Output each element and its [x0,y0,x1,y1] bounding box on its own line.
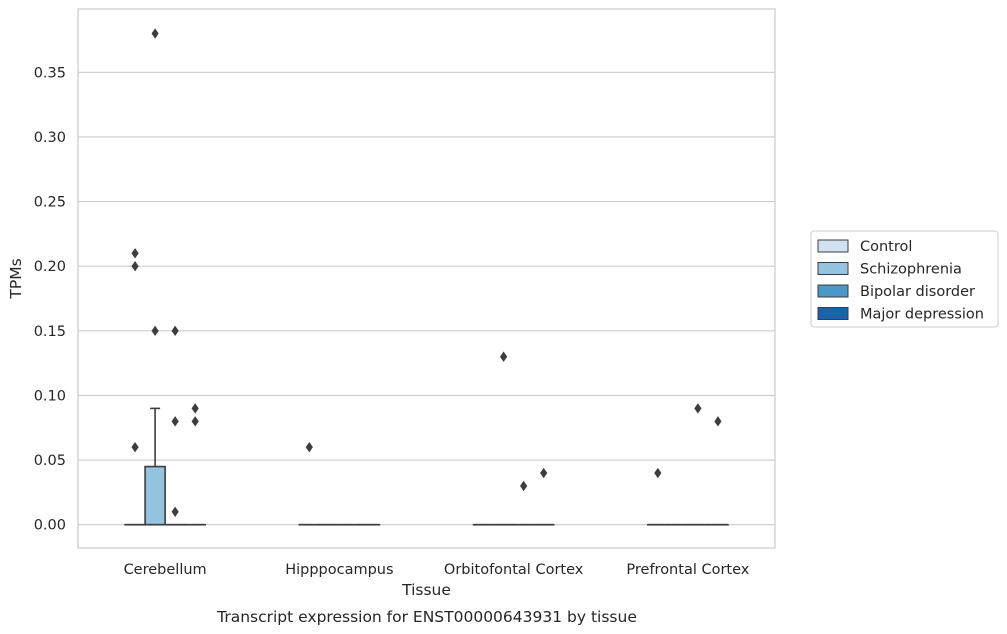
y-tick-label: 0.25 [34,195,66,211]
plot-frame [77,8,776,549]
outliers [131,28,722,518]
legend-item-bipolar-disorder: Bipolar disorder [817,284,975,300]
x-tick-label-orbitofontal-cortex: Orbitofontal Cortex [444,562,584,578]
legend-label: Control [860,239,912,255]
outlier-point [520,480,528,492]
outlier-point [500,351,508,362]
legend: Control Schizophrenia Bipolar disorder Majo… [810,230,999,328]
y-axis-title: TPMs [7,258,25,299]
y-tick-label: 0.10 [34,388,66,404]
y-tick-labels: 0.00 0.05 0.10 0.15 0.20 0.25 0.30 0.35 [34,65,66,533]
outlier-point [694,403,702,414]
legend-item-major-depression: Major depression [817,307,984,323]
outlier-point [151,325,159,337]
y-tick-label: 0.00 [34,518,66,534]
chart-caption: Transcript expression for ENST0000064393… [216,608,637,626]
outlier-point [191,416,199,427]
y-tick-label: 0.20 [34,259,66,275]
outlier-point [540,467,548,479]
legend-label: Major depression [860,307,984,323]
x-tick-label-prefrontal-cortex: Prefrontal Cortex [626,562,749,578]
legend-label: Bipolar disorder [860,284,975,300]
outlier-point [171,416,179,427]
gridlines [78,71,775,526]
outlier-point [305,441,313,453]
box-schizophrenia-cerebellum [144,407,166,526]
boxes [124,407,729,526]
legend-item-schizophrenia: Schizophrenia [817,262,962,278]
outlier-point [171,506,179,518]
x-tick-labels: Cerebellum Hipppocampus Orbitofontal Corte… [124,562,750,578]
legend-label: Schizophrenia [860,262,962,278]
y-tick-label: 0.35 [34,65,66,81]
outlier-point [131,441,139,453]
outlier-point [151,28,159,39]
outlier-point [654,467,662,479]
legend-swatch [817,262,849,275]
y-tick-label: 0.30 [34,130,66,146]
y-tick-label: 0.05 [34,453,66,469]
legend-frame [810,230,999,328]
legend-item-control: Control [817,239,912,255]
legend-swatch [817,284,849,298]
legend-swatch [817,307,849,320]
outlier-point [131,248,139,259]
x-axis-title: Tissue [401,581,451,599]
y-tick-label: 0.15 [34,324,66,340]
outlier-point [191,403,199,414]
outlier-point [714,416,722,427]
outlier-point [171,325,179,337]
outlier-point [131,261,139,272]
legend-swatch [817,239,849,253]
x-tick-label-cerebellum: Cerebellum [124,562,207,578]
x-tick-label-hipppocampus: Hipppocampus [285,562,393,578]
